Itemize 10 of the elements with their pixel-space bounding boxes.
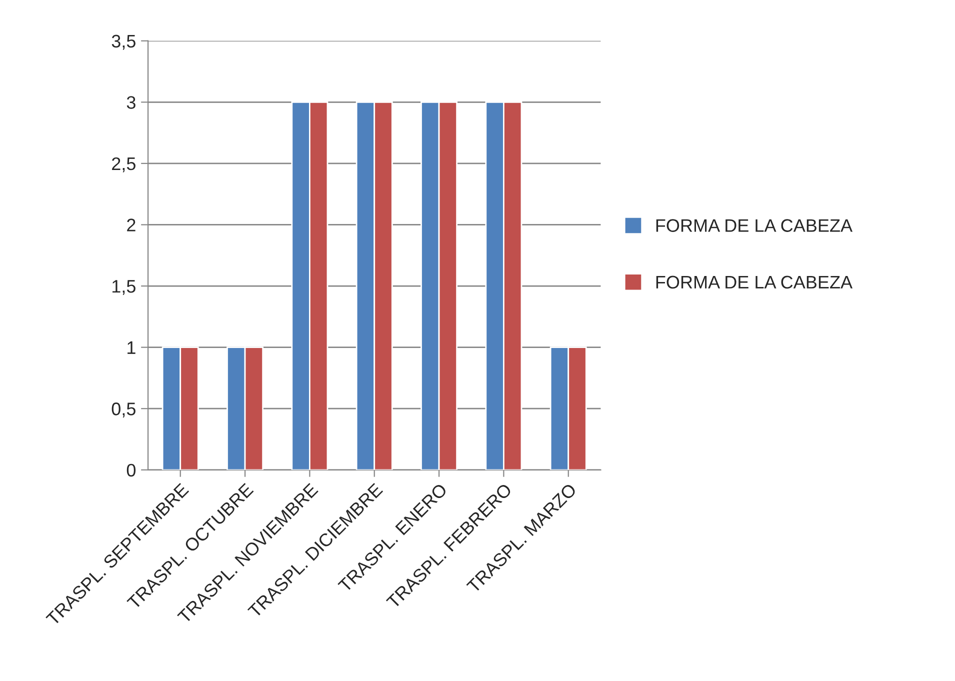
y-tick-label: 1,5 — [112, 280, 136, 295]
y-tick-label: 0 — [126, 464, 136, 477]
y-tick-label: 2,5 — [112, 157, 136, 172]
legend-label: FORMA DE LA CABEZA — [656, 276, 853, 289]
legend-label: FORMA DE LA CABEZA — [656, 219, 853, 232]
y-tick-label: 3,5 — [112, 34, 136, 50]
y-tick-label: 1 — [128, 341, 136, 354]
y-tick-label: 3 — [126, 96, 136, 109]
y-tick-label: 2 — [127, 218, 136, 232]
y-tick-label: 0,5 — [112, 402, 136, 418]
